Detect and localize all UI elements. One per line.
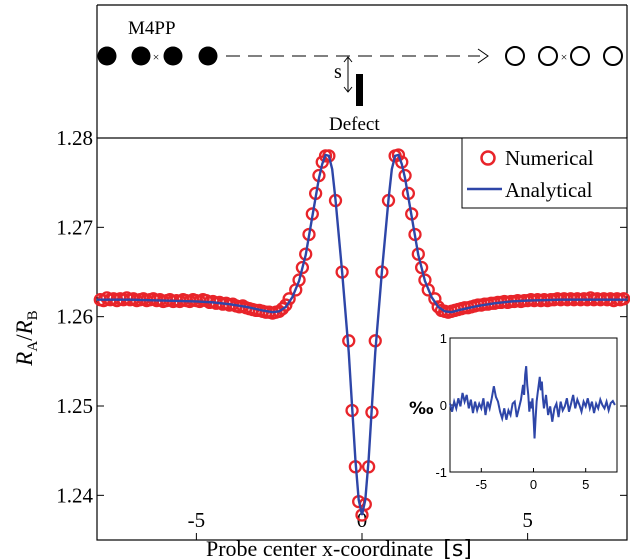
main-x-tick-label: 5	[522, 508, 533, 532]
numerical-point	[322, 149, 336, 163]
spacing-arrow-down-icon	[343, 86, 353, 93]
main-x-tick-label: -5	[188, 508, 206, 532]
numerical-point	[275, 301, 290, 316]
inset-y-tick-label: 0	[440, 398, 447, 413]
main-y-tick-labels: 1.24 1.25 1.26 1.27 1.28	[56, 126, 93, 507]
legend-box	[461, 137, 628, 209]
main-chart: 1.24 1.25 1.26 1.27 1.28 -5 0 5 Numerical Anal…	[12, 126, 630, 560]
numerical-point	[292, 273, 306, 287]
main-y-tick-label: 1.28	[56, 126, 93, 150]
inset-y-tick-labels: -1 0 1	[435, 331, 447, 480]
defect-label: Defect	[329, 114, 380, 135]
probe-pin-1	[97, 46, 117, 66]
scan-direction-arrow-icon	[477, 48, 489, 64]
y-label-r2: R	[12, 320, 37, 335]
spacing-label: s	[334, 61, 342, 83]
inset-x-tick-label: 5	[582, 477, 589, 492]
numerical-point	[414, 260, 429, 275]
main-y-tick-label: 1.25	[56, 394, 93, 418]
legend-numerical-label: Numerical	[505, 146, 594, 170]
y-axis-label: RA/RB	[12, 310, 41, 366]
numerical-point	[421, 283, 435, 297]
y-label-slash: /	[12, 334, 37, 341]
y-label-r1: R	[12, 352, 37, 367]
probe-end-pin-1	[505, 46, 525, 66]
x-axis-unit: [s]	[443, 537, 472, 560]
svg-text:RA/RB: RA/RB	[12, 310, 41, 366]
probe-label: M4PP	[128, 18, 176, 39]
probe-pin-2	[131, 46, 151, 66]
inset-y-tick-label: 1	[440, 331, 447, 346]
y-label-sub-a: A	[25, 341, 41, 352]
inset-series-line	[449, 366, 616, 439]
numerical-point	[282, 292, 296, 306]
inset-y-axis-label: ‰	[409, 399, 434, 419]
probe-pin-3	[163, 46, 183, 66]
analytical-series-line	[97, 153, 627, 516]
inset-x-tick-labels: -5 0 5	[476, 477, 590, 492]
inset-x-tick-label: 0	[530, 477, 537, 492]
main-y-tick-label: 1.26	[56, 305, 93, 329]
defect-marker	[356, 74, 363, 106]
inset-chart: -1 0 1 -5 0 5 ‰	[409, 331, 618, 492]
inset-y-tick-label: -1	[435, 465, 447, 480]
y-label-sub-b: B	[25, 310, 41, 320]
legend-analytical-label: Analytical	[505, 178, 593, 202]
probe-cross-right: ×	[561, 50, 568, 64]
legend: Numerical Analytical	[461, 137, 628, 209]
probe-end-pin-2	[538, 46, 558, 66]
inset-x-tick-label: -5	[476, 477, 488, 492]
main-y-tick-label: 1.27	[56, 215, 93, 239]
numerical-point	[295, 260, 310, 275]
probe-pin-4	[198, 46, 218, 66]
legend-numerical-marker	[480, 150, 496, 166]
x-axis-label: Probe center x-coordinate [s]	[206, 536, 472, 560]
numerical-point	[428, 292, 442, 306]
probe-end-pin-3	[570, 46, 590, 66]
schematic-panel: M4PP × × s Defect	[96, 4, 628, 138]
main-y-tick-label: 1.24	[56, 483, 93, 507]
probe-cross-left: ×	[153, 50, 160, 64]
x-axis-label-text: Probe center x-coordinate	[206, 536, 433, 560]
spacing-arrow-up-icon	[343, 56, 353, 63]
probe-end-pin-4	[603, 46, 623, 66]
numerical-point	[391, 148, 406, 162]
